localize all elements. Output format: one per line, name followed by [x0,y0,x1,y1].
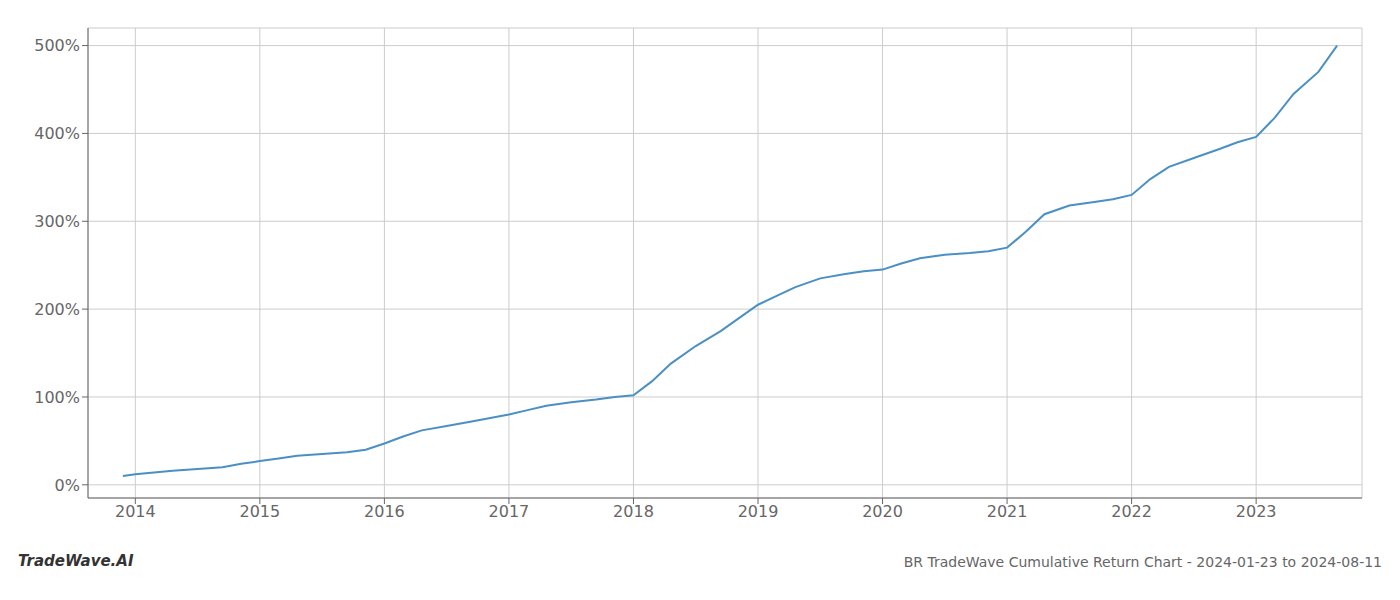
svg-text:2016: 2016 [364,502,405,521]
svg-text:2019: 2019 [738,502,779,521]
svg-text:2023: 2023 [1236,502,1277,521]
svg-text:2022: 2022 [1111,502,1152,521]
svg-text:100%: 100% [34,388,80,407]
svg-text:2015: 2015 [239,502,280,521]
svg-text:0%: 0% [55,476,80,495]
svg-text:2021: 2021 [987,502,1028,521]
svg-text:400%: 400% [34,124,80,143]
html-text:BR TradeWave Cumulative Return: BR TradeWave Cumulative Return Chart - 2… [903,554,1382,570]
svg-text:300%: 300% [34,212,80,231]
svg-text:2020: 2020 [862,502,903,521]
svg-text:2018: 2018 [613,502,654,521]
svg-text:2014: 2014 [115,502,156,521]
svg-text:200%: 200% [34,300,80,319]
html-text:TradeWave.AI: TradeWave.AI [18,552,134,570]
svg-text:500%: 500% [34,36,80,55]
svg-text:2017: 2017 [489,502,530,521]
